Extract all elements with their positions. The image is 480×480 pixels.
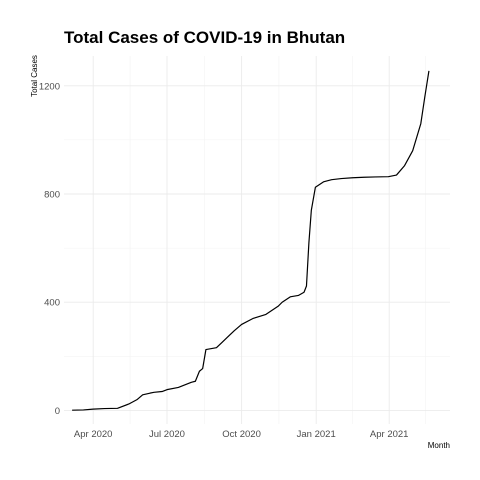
x-tick-label: Apr 2020 <box>74 429 113 440</box>
series-layer <box>72 70 430 411</box>
x-tick-label: Jul 2020 <box>149 429 185 440</box>
y-tick-label: 0 <box>55 406 60 417</box>
x-tick-label: Jan 2021 <box>297 429 336 440</box>
y-tick-label: 400 <box>44 298 60 309</box>
x-tick-labels: Apr 2020 Jul 2020 Oct 2020 Jan 2021 Apr 2021 <box>74 429 409 440</box>
x-axis-label: Month <box>428 441 450 450</box>
y-tick-label: 800 <box>44 190 60 201</box>
chart-title: Total Cases of COVID-19 in Bhutan <box>64 28 345 47</box>
y-tick-label: 1200 <box>39 81 60 92</box>
y-axis-label: Total Cases <box>30 55 39 97</box>
y-tick-labels: 0 400 800 1200 <box>39 81 60 417</box>
minor-gridlines <box>64 56 450 424</box>
x-tick-label: Oct 2020 <box>222 429 261 440</box>
total-cases-line <box>72 70 430 411</box>
major-gridlines <box>64 56 450 424</box>
x-tick-label: Apr 2021 <box>370 429 409 440</box>
